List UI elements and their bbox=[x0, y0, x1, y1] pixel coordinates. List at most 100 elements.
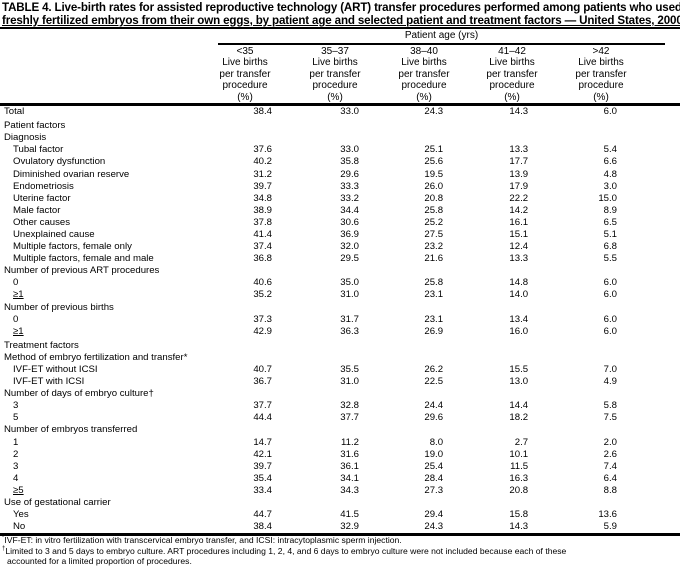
row-label: Yes bbox=[13, 509, 29, 521]
cell-value: 41.5 bbox=[340, 509, 359, 521]
table-row: Use of gestational carrier bbox=[0, 497, 680, 509]
column-header-l1: Live births bbox=[401, 57, 447, 69]
row-label: Multiple factors, female and male bbox=[13, 253, 154, 265]
cell-value bbox=[272, 302, 359, 314]
cell-value: 14.0 bbox=[509, 289, 529, 301]
table-row: 1 14.7 11.2 8.0 2.7 2.0 bbox=[0, 437, 680, 449]
cell-value: 5.9 bbox=[603, 521, 617, 533]
cell-value bbox=[528, 265, 680, 277]
column-header-age: 38–40 bbox=[410, 46, 438, 57]
cell-value: 6.0 bbox=[603, 289, 617, 301]
cell-value: 5.1 bbox=[603, 228, 617, 240]
cell-value bbox=[443, 132, 528, 144]
cell-value: 8.9 bbox=[603, 204, 617, 216]
column-header-l3: procedure bbox=[489, 80, 535, 92]
table-row: ≥5 33.4 34.3 27.3 20.8 8.8 bbox=[0, 485, 680, 497]
row-label: Ovulatory dysfunction bbox=[13, 156, 106, 168]
row-label: Other causes bbox=[13, 216, 71, 228]
cell-value: 13.4 bbox=[509, 313, 529, 325]
cell-value: 37.6 bbox=[253, 144, 273, 156]
row-label: 1 bbox=[13, 436, 19, 448]
footnote-mark: † bbox=[2, 545, 6, 552]
cell-value: 8.8 bbox=[603, 484, 617, 496]
cell-value: 27.3 bbox=[424, 484, 444, 496]
table-row: Male factor 38.9 34.4 25.8 14.2 8.9 bbox=[0, 205, 680, 217]
row-label: ≥1 bbox=[13, 325, 24, 337]
cell-value: 32.9 bbox=[340, 521, 359, 533]
cell-value bbox=[359, 118, 443, 132]
cell-value: 14.3 bbox=[509, 521, 529, 533]
cell-value bbox=[229, 118, 272, 132]
column-header-l4: (%) bbox=[327, 91, 343, 103]
cell-value: 33.0 bbox=[340, 144, 359, 156]
cell-value: 44.7 bbox=[253, 509, 273, 521]
cell-value: 16.1 bbox=[509, 216, 529, 228]
cell-value: 37.7 bbox=[340, 412, 359, 424]
row-label: 2 bbox=[13, 448, 19, 460]
cell-value bbox=[229, 424, 272, 436]
cell-value: 23.2 bbox=[424, 241, 444, 253]
table-row: Method of embryo fertilization and trans… bbox=[0, 352, 680, 364]
cell-value: 12.4 bbox=[509, 241, 529, 253]
row-label: IVF-ET without ICSI bbox=[13, 364, 98, 376]
title-line-1: TABLE 4. Live-birth rates for assisted r… bbox=[2, 1, 680, 14]
cell-value: 7.0 bbox=[603, 364, 617, 376]
row-label: No bbox=[13, 521, 26, 533]
cell-value: 37.8 bbox=[253, 216, 273, 228]
cell-value: 15.8 bbox=[509, 509, 529, 521]
table-row: Total 38.4 33.0 24.3 14.3 6.0 bbox=[0, 106, 680, 118]
cell-value: 13.6 bbox=[598, 509, 617, 521]
cell-value: 31.6 bbox=[340, 448, 359, 460]
footnote-text: accounted for a limited proportion of pr… bbox=[7, 556, 192, 566]
cell-value bbox=[528, 352, 680, 364]
cell-value bbox=[359, 497, 443, 509]
cell-value: 16.3 bbox=[509, 472, 529, 484]
cell-value: 31.0 bbox=[340, 289, 359, 301]
cell-value bbox=[443, 302, 528, 314]
cell-value: 31.0 bbox=[340, 376, 359, 388]
cell-value bbox=[229, 338, 272, 352]
cell-value bbox=[229, 497, 272, 509]
column-header: 35–37 Live births per transfer procedure (%) bbox=[292, 46, 378, 103]
cell-value: 34.4 bbox=[340, 204, 359, 216]
cell-value: 41.4 bbox=[253, 228, 273, 240]
cell-value: 34.3 bbox=[340, 484, 359, 496]
cell-value: 15.5 bbox=[509, 364, 529, 376]
cell-value bbox=[443, 497, 528, 509]
cell-value: 14.2 bbox=[509, 204, 529, 216]
cell-value: 15.0 bbox=[598, 192, 617, 204]
cell-value: 24.3 bbox=[424, 106, 444, 118]
cell-value bbox=[443, 388, 528, 400]
row-label: ≥1 bbox=[13, 289, 24, 301]
row-label: Total bbox=[4, 106, 25, 118]
row-label: Tubal factor bbox=[13, 144, 64, 156]
cell-value: 35.5 bbox=[340, 364, 359, 376]
title-line-2: freshly fertilized embryos from their ow… bbox=[2, 14, 680, 27]
row-label: Multiple factors, female only bbox=[13, 241, 132, 253]
table-row: ≥1 35.2 31.0 23.1 14.0 6.0 bbox=[0, 289, 680, 301]
column-header-l4: (%) bbox=[416, 91, 432, 103]
table-row: ≥1 42.9 36.3 26.9 16.0 6.0 bbox=[0, 326, 680, 338]
cell-value: 36.1 bbox=[340, 460, 359, 472]
cell-value: 2.6 bbox=[603, 448, 617, 460]
row-label: Use of gestational carrier bbox=[4, 497, 111, 509]
row-label: 3 bbox=[13, 460, 19, 472]
cell-value: 29.6 bbox=[424, 412, 444, 424]
cell-value: 25.8 bbox=[424, 277, 444, 289]
cell-value bbox=[443, 118, 528, 132]
cell-value: 13.9 bbox=[509, 168, 529, 180]
cell-value: 29.5 bbox=[340, 253, 359, 265]
cell-value: 24.3 bbox=[424, 521, 444, 533]
cell-value: 6.5 bbox=[603, 216, 617, 228]
column-header-l1: Live births bbox=[222, 57, 268, 69]
cell-value: 36.3 bbox=[340, 325, 359, 337]
cell-value: 37.4 bbox=[253, 241, 273, 253]
column-header-l4: (%) bbox=[593, 91, 609, 103]
cell-value bbox=[272, 497, 359, 509]
cell-value: 26.2 bbox=[424, 364, 444, 376]
column-header-l3: procedure bbox=[312, 80, 358, 92]
row-label: Number of previous ART procedures bbox=[4, 265, 160, 277]
cell-value: 2.0 bbox=[603, 436, 617, 448]
table-row: Number of days of embryo culture† bbox=[0, 388, 680, 400]
cell-value bbox=[272, 352, 359, 364]
